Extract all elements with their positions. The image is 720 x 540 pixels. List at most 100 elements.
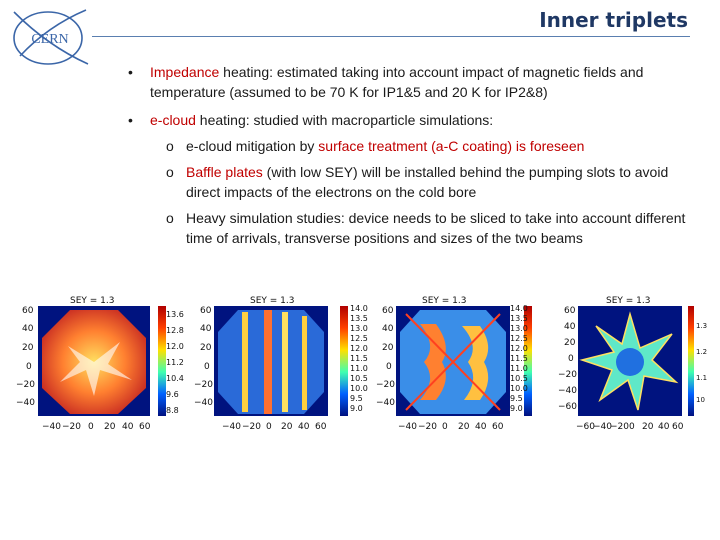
density-stripe <box>282 312 288 412</box>
y-tick: 0 <box>204 362 210 372</box>
y-tick: −20 <box>376 380 395 390</box>
cbar-tick: 9.6 <box>166 390 179 399</box>
cbar-tick: 12.8 <box>166 326 184 335</box>
bullet-marker: • <box>128 64 133 80</box>
cbar-tick: 9.5 <box>350 394 363 403</box>
cbar-tick: 10.0 <box>350 384 368 393</box>
bullet-text: heating: studied with macroparticle simu… <box>195 112 494 128</box>
y-tick: 60 <box>200 306 212 316</box>
title-divider <box>92 36 690 37</box>
y-tick: 40 <box>22 324 34 334</box>
x-tick: −40 <box>42 422 61 432</box>
cbar-tick: 14.0 <box>350 304 368 313</box>
sub-marker: o <box>166 138 174 154</box>
density-lobe <box>462 326 489 400</box>
cbar-tick: 12.5 <box>510 334 528 343</box>
x-tick: 0 <box>88 422 94 432</box>
cbar-tick: 11.0 <box>350 364 368 373</box>
plot-title: SEY = 1.3 <box>606 296 651 306</box>
x-tick: −20 <box>242 422 261 432</box>
plot-2-graphic <box>214 306 348 416</box>
y-tick: 40 <box>200 324 212 334</box>
x-tick: −20 <box>610 422 629 432</box>
y-tick: −40 <box>194 398 213 408</box>
y-tick: −40 <box>16 398 35 408</box>
x-tick: −20 <box>418 422 437 432</box>
y-tick: −20 <box>194 380 213 390</box>
bullet-list: • Impedance heating: estimated taking in… <box>128 62 688 248</box>
x-tick: 20 <box>281 422 293 432</box>
y-tick: −40 <box>558 386 577 396</box>
x-tick: 0 <box>266 422 272 432</box>
y-tick: 20 <box>200 343 212 353</box>
y-tick: −40 <box>376 398 395 408</box>
bullet-lead: e-cloud <box>150 112 196 128</box>
x-tick: −40 <box>593 422 612 432</box>
cbar-tick: 13.5 <box>510 314 528 323</box>
y-tick: −20 <box>16 380 35 390</box>
plot-4-graphic <box>578 306 694 416</box>
y-tick: 20 <box>22 343 34 353</box>
cbar-tick: 10.0 <box>510 384 528 393</box>
colorbar <box>524 306 532 416</box>
cern-logo: CERN <box>13 9 89 65</box>
x-tick: 40 <box>122 422 134 432</box>
y-tick: 20 <box>382 343 394 353</box>
sub-text: Heavy simulation studies: device needs t… <box>186 210 686 246</box>
logo-text: CERN <box>31 32 68 47</box>
subbullet-mitigation: o e-cloud mitigation by surface treatmen… <box>166 136 688 156</box>
density-core <box>616 348 644 376</box>
density-stripe <box>242 312 248 412</box>
x-tick: 20 <box>104 422 116 432</box>
cbar-tick: 12.0 <box>350 344 368 353</box>
sub-marker: o <box>166 210 174 226</box>
cbar-tick: 1.3 <box>696 322 708 330</box>
density-stripe <box>302 316 307 410</box>
cbar-tick: 12.0 <box>166 342 184 351</box>
x-tick: 40 <box>475 422 487 432</box>
cbar-tick: 12.5 <box>350 334 368 343</box>
y-tick: 60 <box>564 306 576 316</box>
x-tick: 20 <box>458 422 470 432</box>
colorbar <box>158 306 166 416</box>
ecloud-plot-2: SEY = 1.3 60 40 20 0 −20 −40 −40 −20 0 2… <box>192 296 372 436</box>
cbar-tick: 10.5 <box>510 374 528 383</box>
cbar-tick: 10 <box>696 396 705 404</box>
y-tick: −60 <box>558 402 577 412</box>
sub-highlight: Baffle plates <box>186 164 263 180</box>
plot-3-graphic <box>396 306 532 416</box>
x-tick: 20 <box>642 422 654 432</box>
y-tick: 40 <box>382 324 394 334</box>
cbar-tick: 11.0 <box>510 364 528 373</box>
ecloud-plot-4: SEY = 1.3 60 40 20 0 −20 −40 −60 −60 −40… <box>556 296 718 436</box>
bullet-marker: • <box>128 112 133 128</box>
cbar-tick: 9.0 <box>510 404 523 413</box>
ecloud-plot-1: SEY = 1.3 60 40 20 0 −20 −40 −40 −20 0 2… <box>8 296 184 436</box>
sub-marker: o <box>166 164 174 180</box>
subbullet-baffle: o Baffle plates (with low SEY) will be i… <box>166 162 688 202</box>
cbar-tick: 1.2 <box>696 348 708 356</box>
page-title: Inner triplets <box>539 8 688 32</box>
y-tick: 60 <box>382 306 394 316</box>
x-tick: −40 <box>222 422 241 432</box>
x-tick: 40 <box>298 422 310 432</box>
plot-title: SEY = 1.3 <box>70 296 115 306</box>
y-tick: −20 <box>558 370 577 380</box>
x-tick: 40 <box>658 422 670 432</box>
y-tick: 0 <box>568 354 574 364</box>
cbar-tick: 10.5 <box>350 374 368 383</box>
x-tick: 60 <box>139 422 151 432</box>
sub-text: (with low SEY) will be installed behind … <box>186 164 669 200</box>
bullet-lead: Impedance <box>150 64 220 80</box>
cbar-tick: 10.4 <box>166 374 184 383</box>
density-stripe <box>405 313 501 411</box>
bullet-text: heating: estimated taking into account i… <box>150 64 644 100</box>
bullet-ecloud: • e-cloud heating: studied with macropar… <box>128 110 688 130</box>
sub-highlight: surface treatment (a-C coating) is fores… <box>318 138 585 154</box>
plot-1-graphic <box>38 306 166 416</box>
cbar-tick: 11.5 <box>350 354 368 363</box>
bullet-impedance: • Impedance heating: estimated taking in… <box>128 62 688 102</box>
plot-title: SEY = 1.3 <box>250 296 295 306</box>
cbar-tick: 11.2 <box>166 358 184 367</box>
x-tick: −60 <box>576 422 595 432</box>
